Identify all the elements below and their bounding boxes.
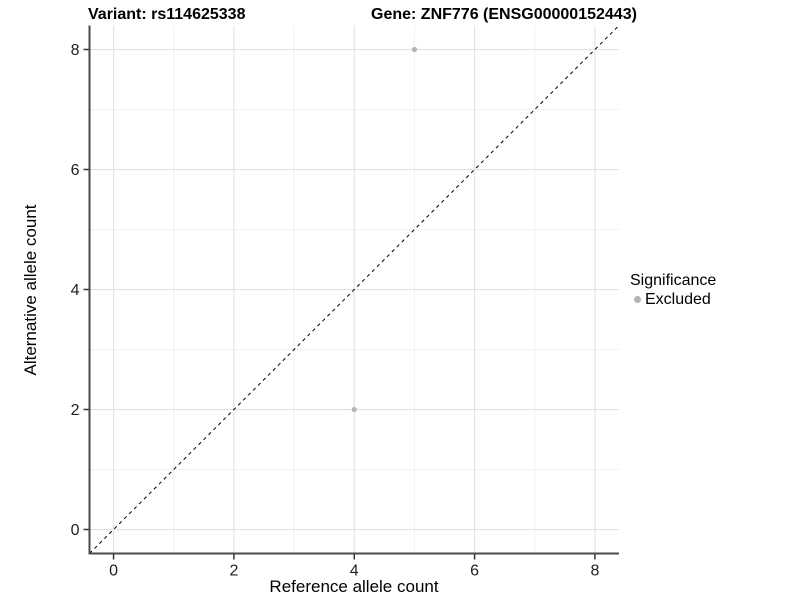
x-tick-label: 2 — [229, 563, 238, 580]
variant-title: Variant: rs114625338 — [88, 6, 246, 23]
legend: Significance Excluded — [630, 271, 716, 309]
data-point — [351, 406, 357, 413]
x-tick-label: 8 — [590, 563, 599, 580]
legend-point-icon — [634, 296, 641, 303]
data-point — [411, 46, 418, 53]
legend-item-excluded: Excluded — [630, 290, 716, 309]
y-axis-title: Alternative allele count — [21, 204, 40, 376]
y-tick-label: 8 — [71, 42, 80, 59]
y-tick-label: 6 — [71, 162, 80, 179]
legend-item-label: Excluded — [645, 291, 711, 308]
x-tick-label: 4 — [350, 563, 359, 580]
y-tick-label: 0 — [71, 522, 80, 539]
x-tick-label: 6 — [470, 563, 479, 580]
y-tick-label: 2 — [71, 402, 80, 419]
gene-title: Gene: ZNF776 (ENSG00000152443) — [371, 6, 637, 23]
identity-reference-line — [89, 25, 620, 554]
x-axis-title: Reference allele count — [269, 577, 439, 596]
x-tick-label: 0 — [109, 563, 118, 580]
legend-title: Significance — [630, 272, 717, 289]
y-tick-label: 4 — [71, 282, 80, 299]
